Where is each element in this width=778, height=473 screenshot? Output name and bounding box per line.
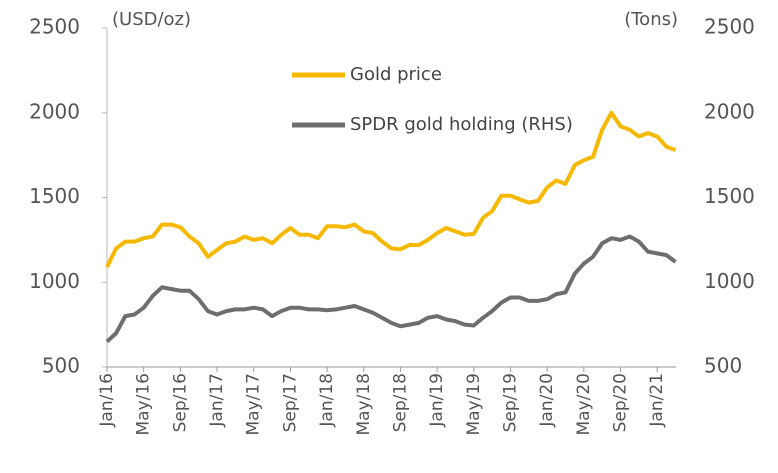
x-tick-label: May/19 — [464, 373, 484, 436]
series-line — [105, 234, 677, 344]
x-tick-label: Jan/20 — [537, 373, 557, 428]
x-tick-label: Jan/17 — [207, 373, 227, 428]
y2-tick-label: 2500 — [704, 15, 755, 39]
legend-label: SPDR gold holding (RHS) — [350, 114, 573, 135]
x-tick-label: Sep/17 — [280, 373, 300, 432]
x-tick-label: May/16 — [134, 373, 154, 436]
y2-tick-label: 2000 — [704, 99, 755, 123]
y2-tick-label: 500 — [704, 354, 742, 378]
y2-axis-label: (Tons) — [624, 9, 678, 30]
x-tick-label: May/17 — [244, 373, 264, 436]
x-tick-label: Sep/19 — [500, 373, 520, 432]
x-tick-label: May/18 — [354, 373, 374, 436]
legend-label: Gold price — [350, 64, 442, 85]
series-line — [105, 110, 677, 268]
x-tick-label: May/20 — [574, 373, 594, 436]
y-tick-label: 1500 — [29, 184, 80, 208]
y-tick-label: 2500 — [29, 15, 80, 39]
y2-tick-label: 1500 — [704, 184, 755, 208]
x-tick-label: Sep/20 — [611, 373, 631, 432]
x-tick-label: Jan/21 — [647, 373, 667, 428]
x-tick-label: Jan/18 — [317, 373, 337, 428]
y-axis-label: (USD/oz) — [112, 9, 191, 30]
y2-tick-label: 1000 — [704, 269, 755, 293]
x-tick-label: Sep/16 — [170, 373, 190, 432]
x-tick-label: Sep/18 — [390, 373, 410, 432]
x-tick-label: Jan/16 — [97, 373, 117, 428]
y-tick-label: 2000 — [29, 99, 80, 123]
y-tick-label: 1000 — [29, 269, 80, 293]
x-tick-label: Jan/19 — [427, 373, 447, 428]
y-tick-label: 500 — [42, 354, 80, 378]
